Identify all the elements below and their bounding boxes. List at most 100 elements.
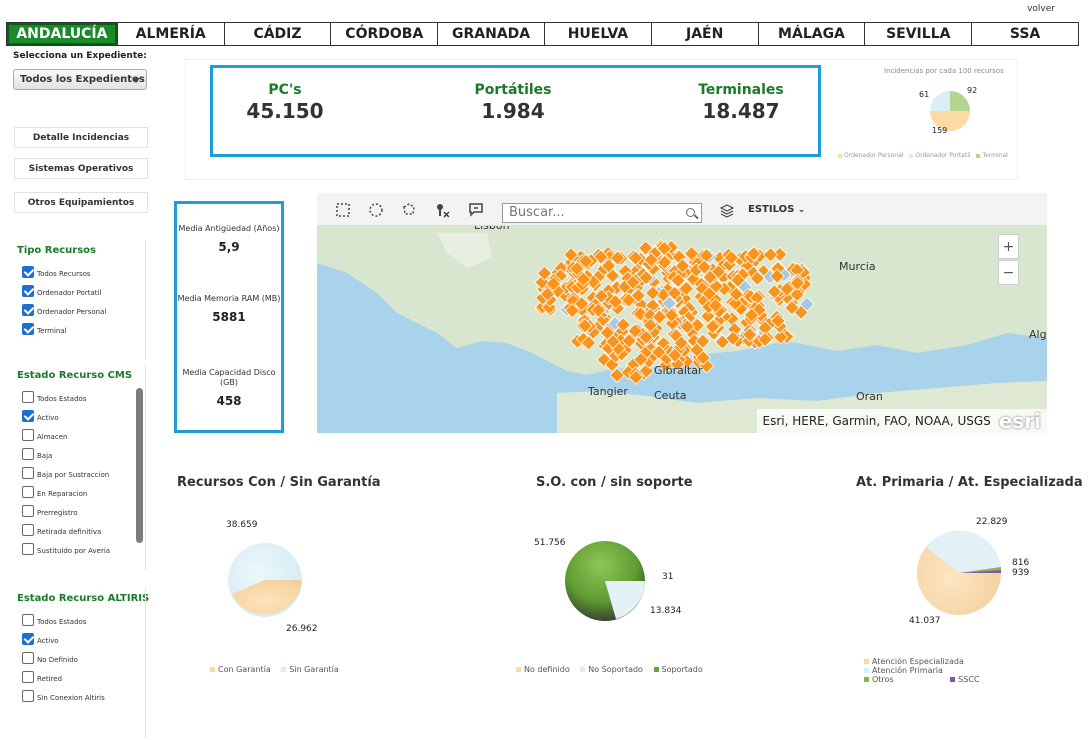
tab-granada[interactable]: GRANADA [437,23,544,45]
map-marker[interactable] [757,331,773,348]
map-marker[interactable] [569,261,585,277]
checkbox-box[interactable] [22,266,34,278]
tab-cordoba[interactable]: CÓRDOBA [330,23,438,45]
map-marker[interactable] [728,286,744,302]
map-marker[interactable] [609,250,626,266]
checkbox-altiris-0[interactable]: Todos Estados [22,614,86,626]
map-marker[interactable] [707,297,724,314]
map-marker[interactable] [700,308,716,324]
map-marker[interactable] [573,296,590,312]
map-marker[interactable] [799,296,815,312]
zoom-out-button[interactable]: − [998,260,1019,285]
map-marker[interactable] [779,281,795,297]
otros-equipamientos-button[interactable]: Otros Equipamientos [14,192,148,213]
map-marker[interactable] [789,286,805,303]
detalle-incidencias-button[interactable]: Detalle Incidencias [14,127,148,148]
select-polygon-icon[interactable] [401,202,417,218]
select-rectangle-icon[interactable] [335,202,351,218]
map-marker[interactable] [784,300,800,316]
map-marker[interactable] [600,258,617,274]
map-marker[interactable] [651,344,667,360]
cms-scrollbar[interactable] [136,388,143,543]
checkbox-box[interactable] [22,285,34,297]
map-marker[interactable] [609,367,625,383]
map-marker[interactable] [643,252,659,268]
map-marker[interactable] [725,330,741,346]
map-search-input[interactable]: Buscar... [502,203,702,223]
map-marker[interactable] [757,320,773,336]
tab-almeria[interactable]: ALMERÍA [116,23,224,45]
checkbox-cms-5[interactable]: En Reparacion [22,486,87,498]
expediente-select[interactable]: Todos los Expedientes [13,69,147,90]
map-marker[interactable] [621,333,637,349]
map-marker[interactable] [563,247,579,263]
map-marker[interactable] [536,265,553,281]
map-marker[interactable] [656,254,673,271]
checkbox-box[interactable] [22,614,34,626]
map-marker[interactable] [645,285,661,301]
checkbox-cms-2[interactable]: Almacen [22,429,67,441]
tab-huelva[interactable]: HUELVA [543,23,651,45]
map-marker[interactable] [615,317,631,333]
comment-edit-icon[interactable] [468,202,484,218]
map-marker[interactable] [749,270,765,286]
map-marker[interactable] [701,286,717,302]
checkbox-box[interactable] [22,633,34,645]
checkbox-box[interactable] [22,690,34,702]
map-marker[interactable] [673,335,689,351]
map-marker[interactable] [575,271,592,287]
map-marker[interactable] [772,329,789,345]
checkbox-box[interactable] [22,448,34,460]
checkbox-cms-6[interactable]: Prerregistro [22,505,78,517]
select-circle-icon[interactable] [368,202,384,218]
sistemas-operativos-button[interactable]: Sistemas Operativos [14,158,148,179]
map-marker[interactable] [689,342,705,358]
map-marker[interactable] [727,295,744,312]
map-marker[interactable] [638,269,654,286]
map-marker[interactable] [743,307,760,323]
map-marker[interactable] [621,292,637,308]
map-marker[interactable] [696,259,712,275]
checkbox-altiris-3[interactable]: Retired [22,671,62,683]
checkbox-altiris-1[interactable]: Activo [22,633,59,645]
map-marker[interactable] [683,245,700,262]
map-marker[interactable] [625,274,641,290]
map-marker[interactable] [770,313,786,329]
map-marker[interactable] [627,323,643,339]
map-marker[interactable] [590,302,607,318]
map-marker[interactable] [704,318,721,335]
checkbox-tipo-1[interactable]: Ordenador Portatil [22,285,101,297]
checkbox-box[interactable] [22,429,34,441]
map-marker[interactable] [642,317,659,334]
map-marker[interactable] [689,317,705,333]
map-marker[interactable] [769,268,785,284]
map-marker[interactable] [772,246,788,263]
checkbox-box[interactable] [22,486,34,498]
map-marker[interactable] [702,269,718,285]
checkbox-tipo-0[interactable]: Todos Recursos [22,266,91,278]
checkbox-tipo-2[interactable]: Ordenador Personal [22,304,106,316]
map-marker[interactable] [746,246,762,262]
map-marker[interactable] [678,280,694,297]
map-marker[interactable] [607,294,624,310]
map-marker[interactable] [627,250,644,266]
checkbox-altiris-4[interactable]: Sin Conexion Altiris [22,690,105,702]
checkbox-cms-7[interactable]: Retirada definitiva [22,524,101,536]
map-marker[interactable] [577,318,593,334]
checkbox-cms-3[interactable]: Baja [22,448,52,460]
checkbox-box[interactable] [22,505,34,517]
checkbox-box[interactable] [22,467,34,479]
checkbox-box[interactable] [22,323,34,335]
map-marker[interactable] [789,275,806,291]
map-marker[interactable] [667,347,683,363]
map-marker[interactable] [762,247,779,263]
map-marker[interactable] [661,295,677,312]
checkbox-cms-4[interactable]: Baja por Sustraccion [22,467,109,479]
map-marker[interactable] [651,309,668,325]
layers-icon[interactable] [720,204,734,218]
tab-cadiz[interactable]: CÁDIZ [223,23,331,45]
checkbox-box[interactable] [22,304,34,316]
map-marker[interactable] [580,335,597,351]
zoom-in-button[interactable]: + [998,234,1019,259]
map-marker[interactable] [605,333,621,350]
